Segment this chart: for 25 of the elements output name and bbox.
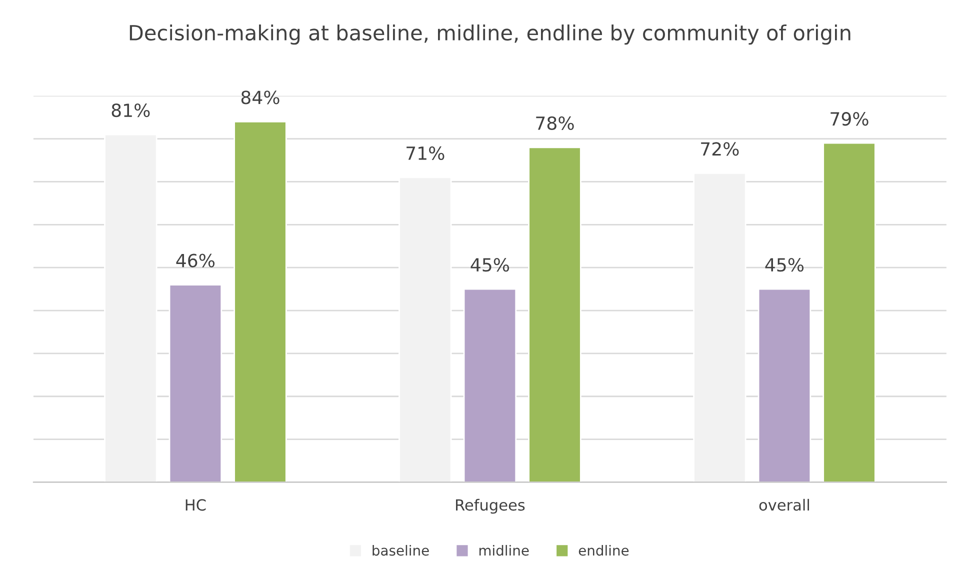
bar	[168, 284, 222, 482]
bar	[463, 288, 517, 482]
x-tick-label: overall	[759, 498, 809, 511]
x-tick-label: HC	[186, 499, 206, 511]
data-label: 79%	[830, 112, 868, 126]
bar	[528, 146, 582, 482]
bar	[693, 172, 746, 482]
x-tick-label: Refugees	[456, 498, 525, 514]
data-label: 45%	[765, 258, 804, 272]
data-label: 81%	[112, 103, 150, 118]
data-label: 72%	[701, 142, 739, 156]
data-label: 71%	[406, 146, 444, 160]
bar	[104, 134, 158, 482]
legend-label: baseline	[372, 544, 429, 556]
legend-label: endline	[578, 544, 629, 556]
chart-title: Decision-making at baseline, midline, endline by community of origin	[130, 24, 850, 45]
bar	[822, 142, 876, 482]
data-label: 84%	[241, 90, 280, 104]
data-label: 78%	[536, 116, 574, 130]
legend-label: midline	[479, 544, 529, 556]
bar	[398, 176, 452, 482]
bar	[234, 120, 287, 482]
data-label: 46%	[176, 254, 215, 268]
bar	[758, 288, 812, 482]
data-label: 45%	[470, 258, 510, 272]
